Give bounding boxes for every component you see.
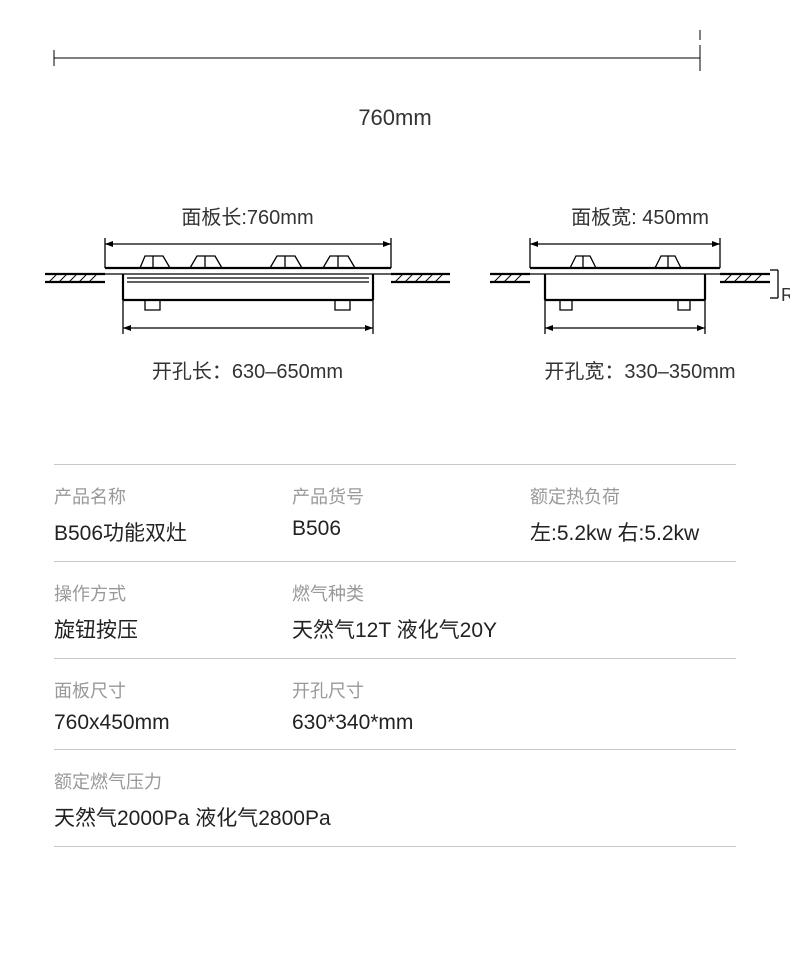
diagram-side-cutout-label: 开孔宽：330–350mm [490,355,790,384]
spec-row: 产品名称 B506功能双灶 产品货号 B506 额定热负荷 左:5.2kw 右:… [54,464,736,561]
spec-row: 面板尺寸 760x450mm 开孔尺寸 630*340*mm [54,658,736,749]
spec-cell: 开孔尺寸 630*340*mm [292,677,736,735]
spec-label: 额定燃气压力 [54,768,736,794]
spec-label: 产品货号 [292,483,530,509]
spec-value: 左:5.2kw 右:5.2kw [530,517,736,547]
spec-row: 额定燃气压力 天然气2000Pa 液化气2800Pa [54,749,736,847]
spec-value: 天然气2000Pa 液化气2800Pa [54,802,736,832]
spec-value: 旋钮按压 [54,614,292,644]
spec-label: 产品名称 [54,483,292,509]
diagram-front: 面板长:760mm [45,201,450,384]
spec-label: 额定热负荷 [530,483,736,509]
spec-value: B506 [292,517,530,541]
top-dimension-line [0,30,790,80]
diagram-side-panel-label: 面板宽: 450mm [490,201,790,230]
spec-cell: 额定热负荷 左:5.2kw 右:5.2kw [530,483,736,547]
spec-label: 操作方式 [54,580,292,606]
spec-label: 开孔尺寸 [292,677,736,703]
diagram-front-panel-label: 面板长:760mm [45,201,450,230]
spec-value: 760x450mm [54,711,292,735]
spec-value: 630*340*mm [292,711,736,735]
spec-cell: 操作方式 旋钮按压 [54,580,292,644]
top-width-label: 760mm [0,105,790,131]
diagram-side-svg [490,238,790,338]
diagram-radius-label: R30mm [781,285,790,306]
spec-cell: 产品名称 B506功能双灶 [54,483,292,547]
spec-value: B506功能双灶 [54,517,292,547]
diagram-side: 面板宽: 450mm [490,201,790,384]
diagram-front-cutout-label: 开孔长：630–650mm [45,355,450,384]
spec-table: 产品名称 B506功能双灶 产品货号 B506 额定热负荷 左:5.2kw 右:… [0,464,790,847]
spec-cell: 产品货号 B506 [292,483,530,547]
diagram-row: 面板长:760mm [0,201,790,384]
spec-cell: 面板尺寸 760x450mm [54,677,292,735]
diagram-front-svg [45,238,450,338]
spec-label: 燃气种类 [292,580,736,606]
top-dimension-block: 760mm [0,0,790,131]
spec-cell: 额定燃气压力 天然气2000Pa 液化气2800Pa [54,768,736,832]
spec-value: 天然气12T 液化气20Y [292,614,736,644]
spec-label: 面板尺寸 [54,677,292,703]
spec-cell: 燃气种类 天然气12T 液化气20Y [292,580,736,644]
spec-row: 操作方式 旋钮按压 燃气种类 天然气12T 液化气20Y [54,561,736,658]
